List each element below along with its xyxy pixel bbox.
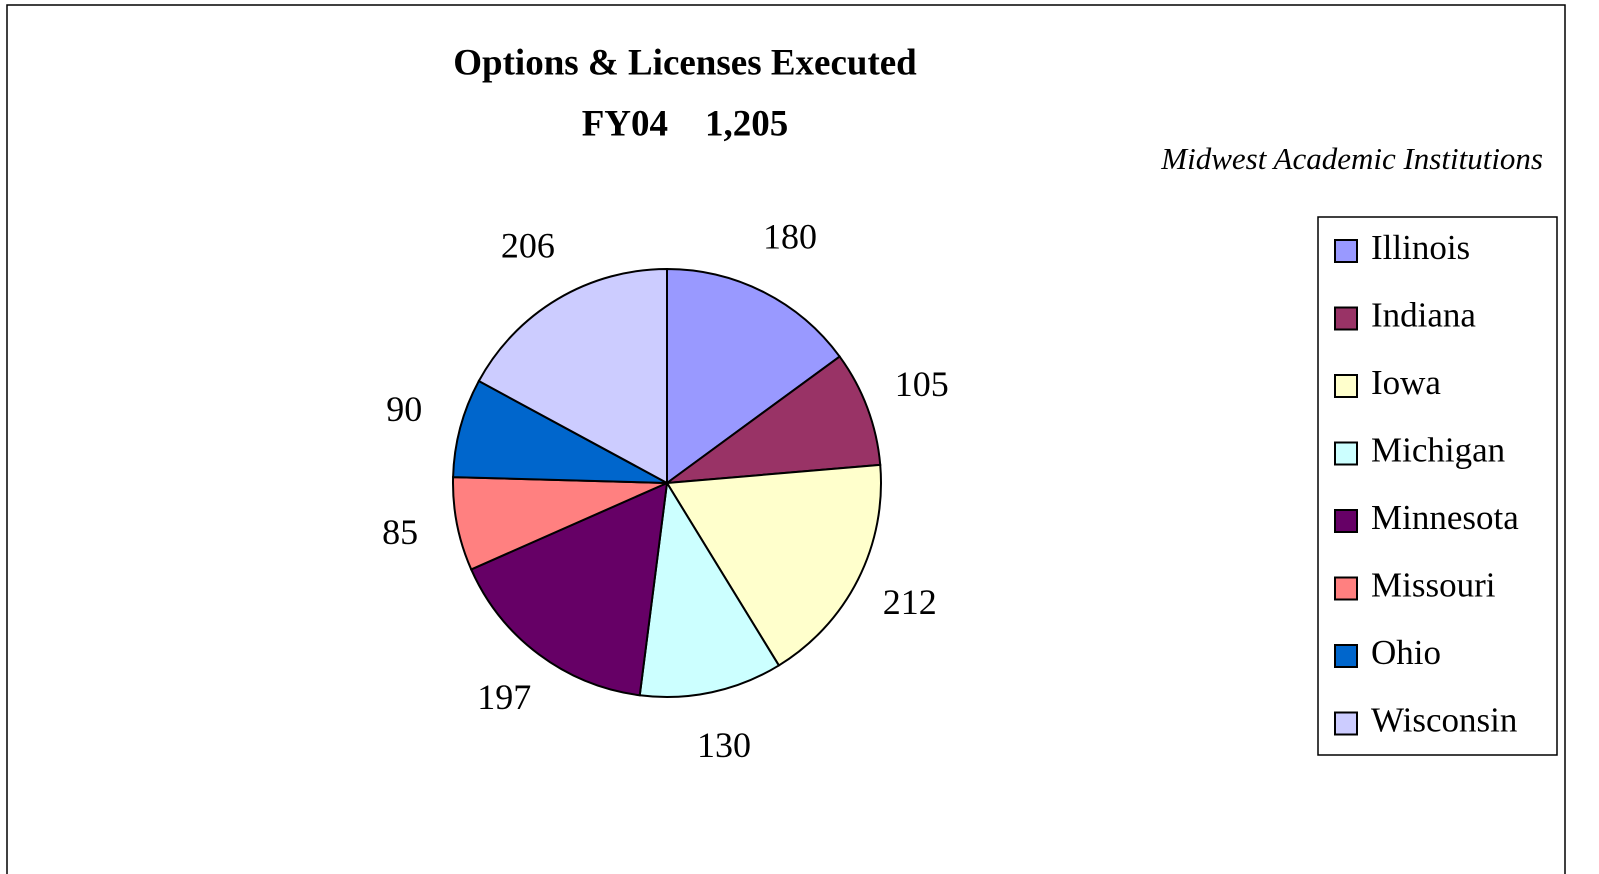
legend-label: Minnesota — [1371, 498, 1519, 537]
chart-frame — [6, 4, 1566, 874]
data-label: 212 — [883, 582, 937, 622]
data-label: 206 — [501, 226, 555, 266]
chart-title: Options & Licenses Executed — [453, 42, 917, 83]
data-label: 130 — [697, 725, 751, 765]
legend-swatch — [1334, 509, 1358, 533]
data-label: 180 — [763, 217, 817, 257]
pie-slice — [665, 463, 882, 667]
pie-slice — [469, 481, 669, 697]
pie-slice — [666, 267, 842, 485]
data-label: 105 — [895, 364, 949, 404]
legend-label: Indiana — [1371, 296, 1476, 335]
legend-swatch — [1334, 711, 1358, 736]
legend-label: Missouri — [1371, 566, 1496, 605]
legend-swatch — [1334, 239, 1358, 263]
data-label: 90 — [386, 389, 422, 429]
legend-swatch — [1334, 576, 1358, 601]
legend-label: Ohio — [1371, 633, 1441, 672]
legend-swatch — [1334, 441, 1358, 466]
annotation: Midwest Academic Institutions — [1160, 141, 1543, 176]
pie-slice — [452, 379, 668, 484]
data-label: 85 — [382, 512, 418, 552]
pie-slice — [477, 267, 668, 485]
legend-label: Michigan — [1371, 431, 1505, 470]
chart-subtitle: FY04 1,205 — [582, 103, 789, 144]
data-label: 197 — [477, 677, 531, 717]
legend-swatch — [1334, 644, 1358, 668]
legend-label: Wisconsin — [1371, 701, 1517, 740]
pie-slice — [638, 480, 781, 698]
legend-swatch — [1334, 306, 1358, 331]
legend-swatch — [1334, 374, 1358, 398]
legend-label: Iowa — [1371, 363, 1441, 402]
pie-slice — [663, 355, 882, 485]
legend-label: Illinois — [1371, 228, 1470, 267]
